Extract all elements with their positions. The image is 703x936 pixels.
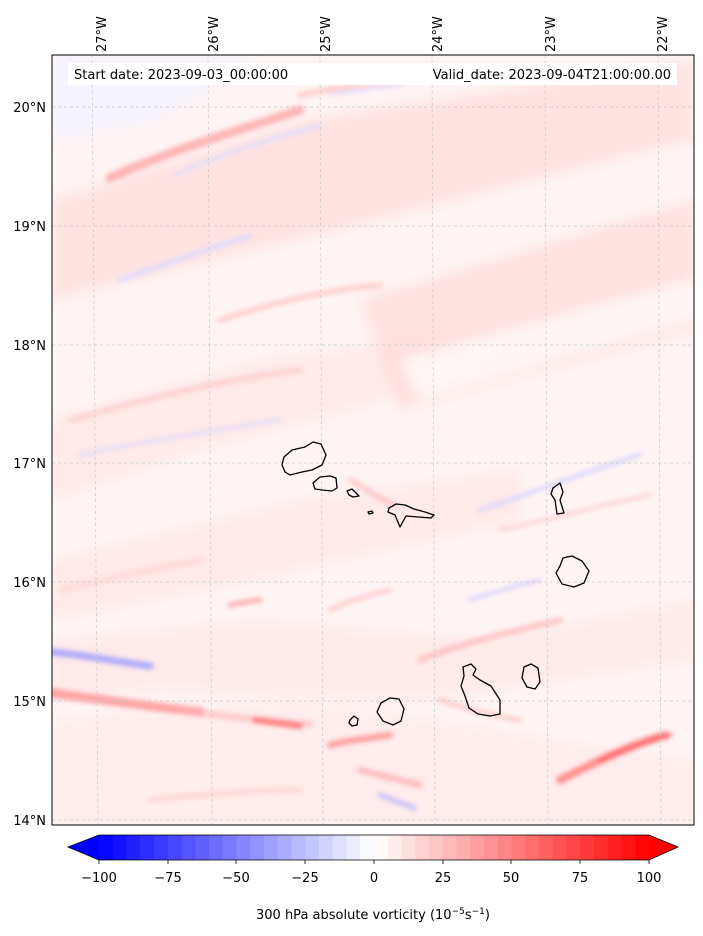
colorbar-cell — [484, 835, 499, 860]
colorbar-cell — [429, 835, 444, 860]
longitude-labels: 27°W 26°W 25°W 24°W 23°W 22°W — [95, 16, 671, 52]
lon-label-25w: 25°W — [319, 16, 334, 52]
colorbar-cell — [181, 835, 196, 860]
island-maio — [521, 663, 541, 690]
lon-label-27w: 27°W — [95, 16, 110, 52]
colorbar-cell — [497, 835, 512, 860]
lat-label-18n: 18°N — [13, 339, 46, 354]
colorbar-cell — [332, 835, 347, 860]
lat-label-20n: 20°N — [13, 101, 46, 116]
colorbar-cell — [360, 835, 375, 860]
lon-label-22w: 22°W — [656, 16, 671, 52]
colorbar-cell — [167, 835, 182, 860]
colorbar-cell — [401, 835, 416, 860]
colorbar-label: 300 hPa absolute vorticity (10−5s−1) — [256, 907, 490, 923]
cbar-tick-label: 100 — [637, 871, 662, 886]
coastlines — [281, 441, 590, 727]
start-date: Start date: 2023-09-03_00:00:00 — [74, 68, 288, 83]
colorbar-cell — [456, 835, 471, 860]
colorbar-cell — [291, 835, 306, 860]
cbar-tick-label: 75 — [572, 871, 589, 886]
colorbar-cells — [99, 835, 650, 860]
lat-label-14n: 14°N — [13, 814, 46, 829]
island-sao-vicente — [312, 475, 338, 492]
colorbar-cell — [195, 835, 210, 860]
cbar-tick-label: −50 — [222, 871, 249, 886]
cbar-tick-label: 25 — [435, 871, 452, 886]
colorbar-cell — [621, 835, 636, 860]
colorbar-ticks — [98, 860, 650, 864]
island-branco — [367, 510, 374, 515]
map-frame — [51, 54, 695, 826]
island-santiago — [460, 663, 501, 717]
lat-label-16n: 16°N — [13, 576, 46, 591]
colorbar-cell — [525, 835, 540, 860]
colorbar-cell — [539, 835, 554, 860]
lat-label-17n: 17°N — [13, 457, 46, 472]
graticule — [52, 55, 694, 825]
colorbar-cell — [277, 835, 292, 860]
colorbar-cell — [305, 835, 320, 860]
cbar-tick-label: 50 — [503, 871, 520, 886]
island-boa-vista — [555, 555, 590, 588]
lat-label-19n: 19°N — [13, 220, 46, 235]
colorbar-cell — [154, 835, 169, 860]
colorbar-cell — [140, 835, 155, 860]
colorbar-cell — [319, 835, 334, 860]
colorbar-cell — [594, 835, 609, 860]
lon-label-24w: 24°W — [431, 16, 446, 52]
colorbar-cell — [99, 835, 114, 860]
cbar-tick-label: −100 — [81, 871, 117, 886]
island-sao-nicolau — [387, 503, 435, 528]
colorbar-cell — [415, 835, 430, 860]
map-area — [52, 55, 694, 825]
valid-date: Valid_date: 2023-09-04T21:00:00.00 — [433, 68, 671, 83]
colorbar-cell — [126, 835, 141, 860]
colorbar: −100 −75 −50 −25 0 25 50 75 100 300 hPa … — [66, 834, 680, 923]
colorbar-extend-min — [68, 835, 99, 860]
latitude-labels: 20°N 19°N 18°N 17°N 16°N 15°N 14°N — [13, 101, 46, 829]
colorbar-cell — [250, 835, 265, 860]
colorbar-cell — [387, 835, 402, 860]
island-santo-antao — [281, 441, 327, 476]
island-santa-luzia — [346, 488, 360, 498]
colorbar-cell — [470, 835, 485, 860]
island-fogo — [376, 697, 405, 726]
colorbar-cell — [511, 835, 526, 860]
lon-label-26w: 26°W — [207, 16, 222, 52]
colorbar-cell — [552, 835, 567, 860]
cbar-tick-label: −75 — [154, 871, 181, 886]
colorbar-cell — [236, 835, 251, 860]
colorbar-cell — [635, 835, 650, 860]
colorbar-cell — [374, 835, 389, 860]
colorbar-cell — [607, 835, 622, 860]
title-box — [68, 63, 677, 85]
colorbar-tick-labels: −100 −75 −50 −25 0 25 50 75 100 — [81, 871, 661, 886]
colorbar-extend-max — [649, 835, 678, 860]
colorbar-cell — [566, 835, 581, 860]
colorbar-cell — [222, 835, 237, 860]
colorbar-cell — [209, 835, 224, 860]
cbar-tick-label: −25 — [291, 871, 318, 886]
colorbar-cell — [112, 835, 127, 860]
colorbar-cell — [346, 835, 361, 860]
colorbar-cell — [264, 835, 279, 860]
lat-label-15n: 15°N — [13, 695, 46, 710]
cbar-tick-label: 0 — [370, 871, 378, 886]
lon-label-23w: 23°W — [544, 16, 559, 52]
colorbar-cell — [580, 835, 595, 860]
colorbar-cell — [442, 835, 457, 860]
island-brava — [348, 715, 359, 727]
island-sal — [550, 482, 565, 515]
